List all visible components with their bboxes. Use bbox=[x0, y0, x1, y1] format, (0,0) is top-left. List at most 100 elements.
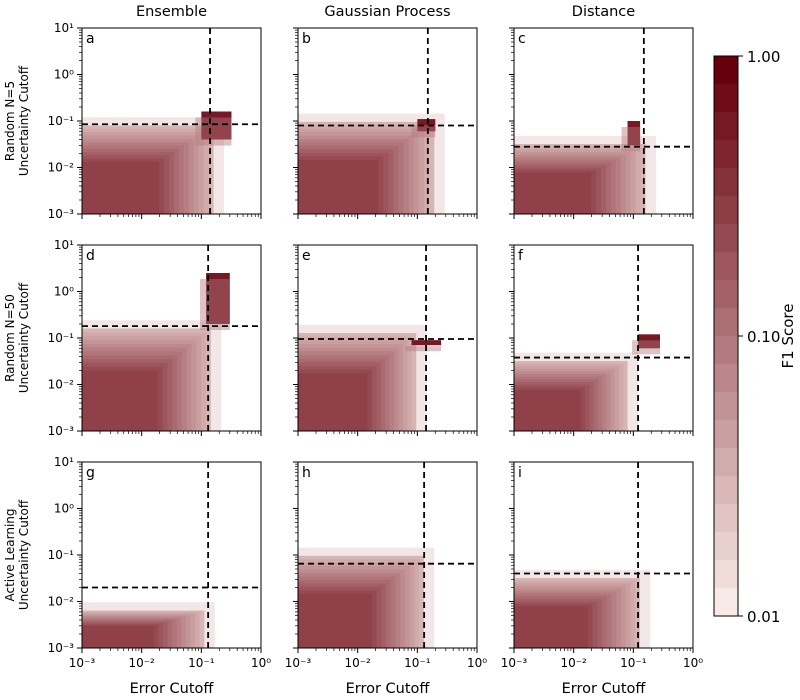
panel-i bbox=[514, 569, 651, 648]
heatmap-patch-fade bbox=[411, 125, 436, 138]
colorbar-segment bbox=[714, 56, 738, 85]
colorbar-segment bbox=[714, 308, 738, 337]
y-axis-label: Random N=50Uncertainty Cutoff bbox=[3, 282, 31, 393]
heatmap-band bbox=[82, 162, 160, 214]
colorbar-segment bbox=[714, 560, 738, 589]
heatmap-band bbox=[298, 159, 379, 214]
y-tick-label: 10⁻³ bbox=[48, 641, 75, 655]
x-tick-label: 10⁻³ bbox=[69, 656, 96, 670]
panel-label: e bbox=[302, 248, 311, 264]
x-tick-label: 10⁻² bbox=[344, 656, 371, 670]
colorbar-tick-label: 0.01 bbox=[747, 608, 780, 626]
colorbar-segment bbox=[714, 224, 738, 253]
panel-c bbox=[514, 121, 657, 214]
heatmap-patch bbox=[627, 121, 641, 146]
x-axis-label: Error Cutoff bbox=[346, 681, 431, 697]
column-title: Distance bbox=[572, 4, 635, 20]
column-title: Gaussian Process bbox=[324, 4, 450, 20]
colorbar-segment bbox=[714, 504, 738, 533]
x-tick-label: 10⁻² bbox=[128, 656, 155, 670]
panel-label: h bbox=[302, 465, 311, 481]
panel-label: c bbox=[518, 31, 526, 47]
x-tick-label: 10⁻³ bbox=[285, 656, 312, 670]
y-tick-label: 10⁰ bbox=[54, 502, 74, 516]
y-tick-label: 10¹ bbox=[54, 455, 74, 469]
colorbar-segment bbox=[714, 112, 738, 141]
colorbar-segment bbox=[714, 168, 738, 197]
heatmap-fade bbox=[82, 117, 225, 214]
heatmap-band bbox=[82, 370, 158, 431]
panel-label: b bbox=[302, 31, 311, 47]
heatmap-fade bbox=[298, 324, 427, 431]
colorbar-label: F1 Score bbox=[779, 304, 797, 369]
y-tick-label: 10⁰ bbox=[54, 68, 74, 82]
panel-label: f bbox=[518, 248, 524, 264]
colorbar-segment bbox=[714, 588, 738, 617]
column-title: Ensemble bbox=[136, 4, 207, 20]
y-axis-label: Active LearningUncertainty Cutoff bbox=[3, 499, 31, 610]
x-tick-label: 10⁻³ bbox=[501, 656, 528, 670]
x-axis-label: Error Cutoff bbox=[562, 681, 647, 697]
y-tick-label: 10⁻¹ bbox=[48, 114, 75, 128]
heatmap-band bbox=[82, 625, 154, 648]
heatmap-fade bbox=[298, 547, 435, 648]
colorbar-segment bbox=[714, 364, 738, 393]
heatmap-fade bbox=[514, 569, 651, 648]
x-tick-label: 10⁰ bbox=[467, 656, 487, 670]
heatmap-patch-fade bbox=[621, 127, 641, 152]
panel-g bbox=[82, 602, 215, 648]
panel-f bbox=[514, 334, 661, 431]
heatmap-fade bbox=[82, 320, 222, 431]
y-tick-label: 10⁻³ bbox=[48, 424, 75, 438]
y-tick-label: 10¹ bbox=[54, 238, 74, 252]
x-tick-label: 10⁰ bbox=[251, 656, 271, 670]
panel-h bbox=[298, 547, 435, 648]
colorbar-segment bbox=[714, 140, 738, 169]
y-tick-label: 10⁻¹ bbox=[48, 548, 75, 562]
colorbar-segment bbox=[714, 420, 738, 449]
heatmap-band bbox=[298, 593, 372, 648]
colorbar-tick-label: 0.10 bbox=[747, 328, 780, 346]
heatmap-patch-fade bbox=[405, 346, 442, 352]
heatmap-patch bbox=[417, 119, 436, 132]
x-tick-label: 10⁻² bbox=[560, 656, 587, 670]
heatmap-patch bbox=[206, 272, 230, 325]
panel-d bbox=[82, 272, 230, 431]
y-axis-label: Random N=5Uncertainty Cutoff bbox=[3, 65, 31, 176]
y-tick-label: 10⁻¹ bbox=[48, 331, 75, 345]
heatmap-patch-fade bbox=[632, 340, 661, 355]
colorbar-segment bbox=[714, 448, 738, 477]
x-tick-label: 10⁻¹ bbox=[188, 656, 215, 670]
colorbar-segment bbox=[714, 336, 738, 365]
heatmap-fade bbox=[514, 135, 657, 214]
y-tick-label: 10⁻² bbox=[48, 378, 75, 392]
heatmap-band bbox=[514, 172, 592, 214]
panel-label: a bbox=[86, 31, 95, 47]
panel-label: g bbox=[86, 465, 95, 481]
y-tick-label: 10⁻² bbox=[48, 161, 75, 175]
colorbar-segment bbox=[714, 476, 738, 505]
heatmap-band bbox=[298, 373, 368, 431]
panel-label: i bbox=[518, 465, 522, 481]
heatmap-fade bbox=[82, 602, 215, 648]
x-axis-label: Error Cutoff bbox=[130, 681, 215, 697]
heatmap-patch bbox=[638, 334, 661, 349]
panel-b bbox=[298, 113, 445, 214]
x-tick-label: 10⁻¹ bbox=[620, 656, 647, 670]
colorbar-segment bbox=[714, 392, 738, 421]
heatmap-band bbox=[514, 389, 581, 431]
heatmap-band bbox=[514, 606, 588, 648]
colorbar-tick-label: 1.00 bbox=[747, 48, 780, 66]
colorbar-segment bbox=[714, 280, 738, 309]
panel-a bbox=[82, 111, 232, 214]
heatmap-patch-fade bbox=[195, 117, 232, 146]
y-tick-label: 10⁻² bbox=[48, 595, 75, 609]
colorbar: 1.00 0.10 0.01 F1 Score bbox=[713, 48, 797, 626]
x-tick-label: 10⁻¹ bbox=[404, 656, 431, 670]
panel-label: d bbox=[86, 248, 95, 264]
colorbar-segment bbox=[714, 84, 738, 113]
heatmap-fade bbox=[514, 352, 639, 431]
y-tick-label: 10¹ bbox=[54, 21, 74, 35]
heatmap-patch bbox=[201, 111, 232, 140]
